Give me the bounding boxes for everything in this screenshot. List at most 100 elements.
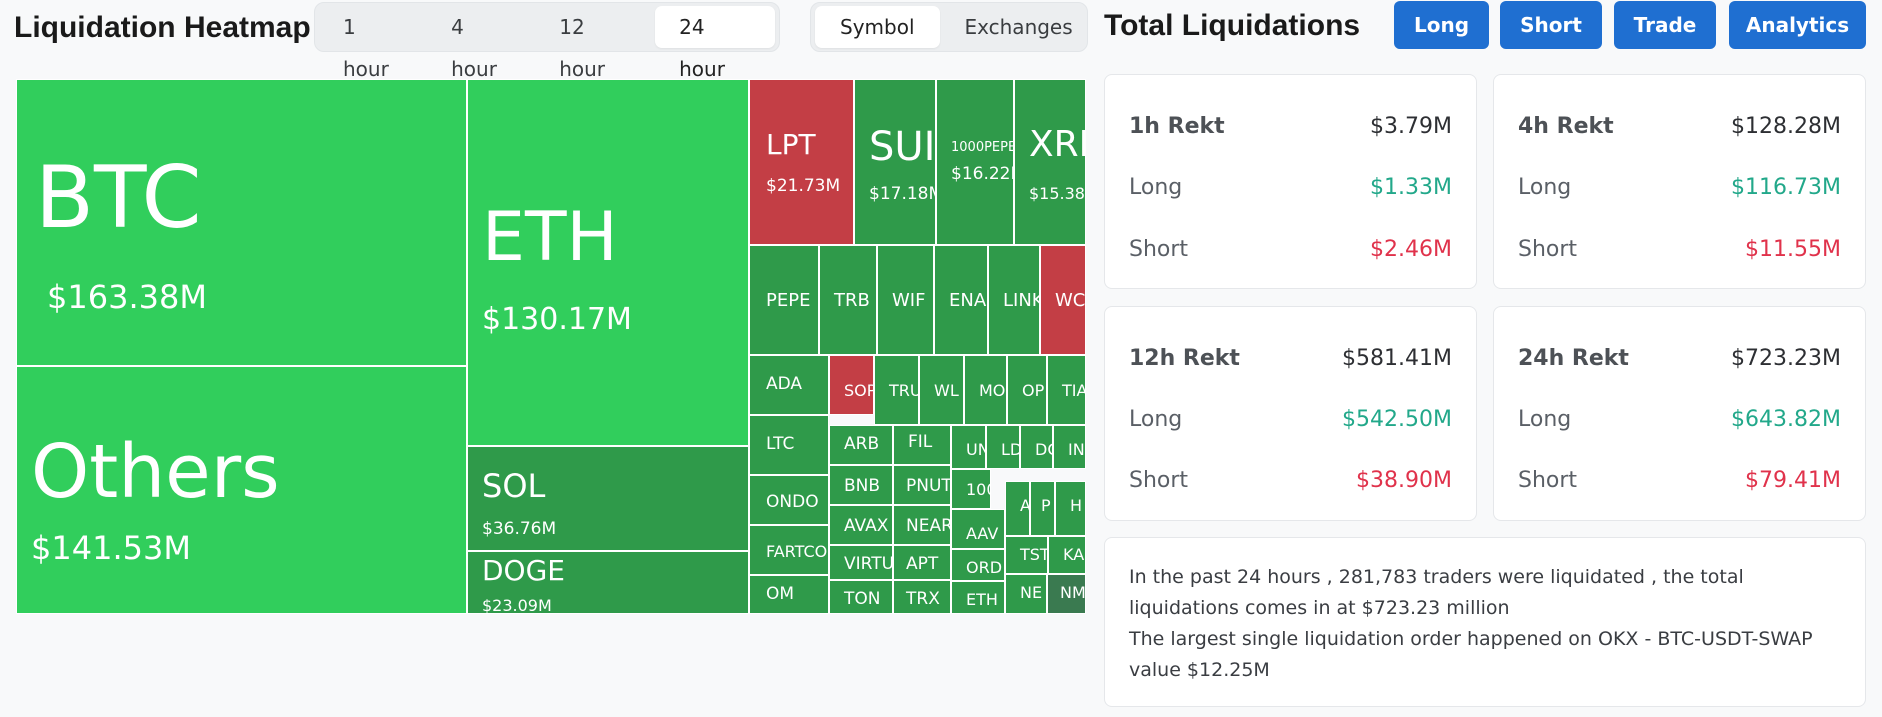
stat-card-24h: 24h Rekt $723.23M Long $643.82M Short $79.4… xyxy=(1493,306,1866,521)
trade-button[interactable]: Trade xyxy=(1614,1,1716,49)
long-value: $1.33M xyxy=(1370,174,1452,200)
heatmap-tile[interactable]: FIL xyxy=(893,425,951,465)
tile-symbol: FARTCO xyxy=(766,542,828,561)
heatmap-tile[interactable]: P xyxy=(1030,481,1055,536)
heatmap-tile[interactable]: WL xyxy=(919,355,964,425)
heatmap-tile[interactable]: XRP $15.38M xyxy=(1014,79,1086,245)
heatmap-tile[interactable]: PNUT xyxy=(893,465,951,505)
tile-symbol: SOL xyxy=(482,467,546,505)
time-range-selector: 1 hour 4 hour 12 hour 24 hour xyxy=(314,2,780,81)
heatmap-tile[interactable]: ENA xyxy=(934,245,988,355)
heatmap-tile[interactable]: DC xyxy=(1020,425,1053,469)
heatmap-tile[interactable]: SUI $17.18M xyxy=(854,79,936,245)
stat-label: 12h Rekt xyxy=(1129,345,1240,371)
heatmap-tile[interactable]: SOP xyxy=(829,355,874,415)
stat-card-4h: 4h Rekt $128.28M Long $116.73M Short $11.55… xyxy=(1493,74,1866,289)
heatmap-tile[interactable]: NE xyxy=(1005,574,1047,614)
heatmap-tile[interactable]: ONDO xyxy=(749,475,829,525)
heatmap-tile[interactable]: Others $141.53M xyxy=(16,366,467,614)
long-label: Long xyxy=(1129,406,1183,432)
heatmap-tile[interactable]: LD xyxy=(986,425,1020,469)
heatmap-tile[interactable]: ETH xyxy=(951,581,1005,614)
heatmap-tile[interactable]: NM xyxy=(1047,574,1086,614)
tile-symbol: LD xyxy=(1001,440,1019,459)
tile-symbol: TRB xyxy=(834,290,870,311)
tile-symbol: LTC xyxy=(766,434,795,454)
heatmap-tile[interactable]: ETH $130.17M xyxy=(467,79,749,446)
view-option-exchanges[interactable]: Exchanges xyxy=(964,15,1073,39)
tile-symbol: AVAX xyxy=(844,516,889,536)
long-value: $542.50M xyxy=(1342,406,1452,432)
view-option-symbol[interactable]: Symbol xyxy=(815,6,940,48)
heatmap-tile[interactable]: AAV xyxy=(951,509,1005,549)
heatmap-tile[interactable]: KA xyxy=(1048,536,1086,574)
long-button[interactable]: Long xyxy=(1394,1,1489,49)
heatmap-tile[interactable]: BNB xyxy=(829,465,893,505)
tile-symbol: OP xyxy=(1022,381,1045,400)
heatmap-tile[interactable]: OM xyxy=(749,575,829,614)
tile-symbol: DOGE xyxy=(482,554,565,587)
tile-symbol: AAV xyxy=(966,524,999,543)
range-option-4h[interactable]: 4 hour xyxy=(451,15,497,81)
stat-label: 4h Rekt xyxy=(1518,113,1614,139)
heatmap-tile[interactable]: H xyxy=(1055,481,1086,536)
heatmap-tile[interactable]: TRX xyxy=(893,580,951,614)
heatmap-tile[interactable]: WCT xyxy=(1040,245,1086,355)
short-button[interactable]: Short xyxy=(1500,1,1602,49)
stat-label: 24h Rekt xyxy=(1518,345,1629,371)
total-liquidations-title: Total Liquidations xyxy=(1104,9,1361,42)
tile-symbol: IN xyxy=(1068,440,1085,459)
tile-symbol: Others xyxy=(31,429,280,515)
heatmap-tile[interactable]: MO xyxy=(964,355,1007,425)
tile-value: $163.38M xyxy=(47,278,207,316)
heatmap-tile[interactable]: TIA xyxy=(1047,355,1086,425)
heatmap-tile[interactable]: TRU xyxy=(874,355,919,425)
long-label: Long xyxy=(1129,174,1183,200)
heatmap-tile[interactable]: NEAR xyxy=(893,505,951,545)
long-value: $116.73M xyxy=(1731,174,1841,200)
heatmap-tile[interactable]: LPT $21.73M xyxy=(749,79,854,245)
liquidation-heatmap: BTC $163.38M Others $141.53M ETH $130.17M SOL $… xyxy=(16,79,1086,614)
range-option-1h[interactable]: 1 hour xyxy=(343,15,389,81)
short-label: Short xyxy=(1518,467,1578,493)
summary-line-2: The largest single liquidation order hap… xyxy=(1129,628,1813,681)
tile-value: $17.18M xyxy=(869,184,936,204)
heatmap-tile[interactable]: 1000 xyxy=(951,469,991,509)
heatmap-tile[interactable]: APT xyxy=(893,545,951,580)
range-option-12h[interactable]: 12 hour xyxy=(559,15,606,81)
view-selector: Symbol Exchanges xyxy=(810,2,1088,52)
heatmap-tile[interactable]: LTC xyxy=(749,415,829,475)
analytics-button[interactable]: Analytics xyxy=(1729,1,1866,49)
tile-value: $36.76M xyxy=(482,519,557,539)
heatmap-tile[interactable]: SOL $36.76M xyxy=(467,446,749,551)
heatmap-tile[interactable]: IN xyxy=(1053,425,1086,469)
range-option-24h[interactable]: 24 hour xyxy=(655,6,775,81)
stat-total: $128.28M xyxy=(1731,113,1841,139)
heatmap-tile[interactable]: TON xyxy=(829,580,893,614)
heatmap-tile[interactable]: A xyxy=(1005,481,1030,536)
tile-symbol: TON xyxy=(844,589,881,609)
heatmap-tile[interactable]: TRB xyxy=(819,245,877,355)
tile-symbol: SUI xyxy=(869,124,936,170)
heatmap-tile[interactable]: DOGE $23.09M xyxy=(467,551,749,614)
heatmap-tile[interactable]: ARB xyxy=(829,425,893,465)
tile-symbol: VIRTU xyxy=(844,554,893,574)
heatmap-tile[interactable]: UN xyxy=(951,425,986,469)
heatmap-tile[interactable]: 1000PEPE $16.22M xyxy=(936,79,1014,245)
heatmap-tile[interactable]: ORD xyxy=(951,549,1005,581)
heatmap-tile[interactable]: TST xyxy=(1005,536,1048,574)
heatmap-tile[interactable]: AVAX xyxy=(829,505,893,545)
heatmap-tile[interactable]: FARTCO xyxy=(749,525,829,575)
heatmap-tile[interactable]: ADA xyxy=(749,355,829,415)
long-label: Long xyxy=(1518,174,1572,200)
heatmap-tile[interactable]: PEPE xyxy=(749,245,819,355)
long-value: $643.82M xyxy=(1731,406,1841,432)
heatmap-tile[interactable]: BTC $163.38M xyxy=(16,79,467,366)
short-value: $11.55M xyxy=(1745,236,1841,262)
tile-symbol: UN xyxy=(966,440,985,459)
tile-symbol: BNB xyxy=(844,476,881,496)
heatmap-tile[interactable]: WIF xyxy=(877,245,934,355)
heatmap-tile[interactable]: VIRTU xyxy=(829,545,893,580)
heatmap-tile[interactable]: LINK xyxy=(988,245,1040,355)
heatmap-tile[interactable]: OP xyxy=(1007,355,1047,425)
